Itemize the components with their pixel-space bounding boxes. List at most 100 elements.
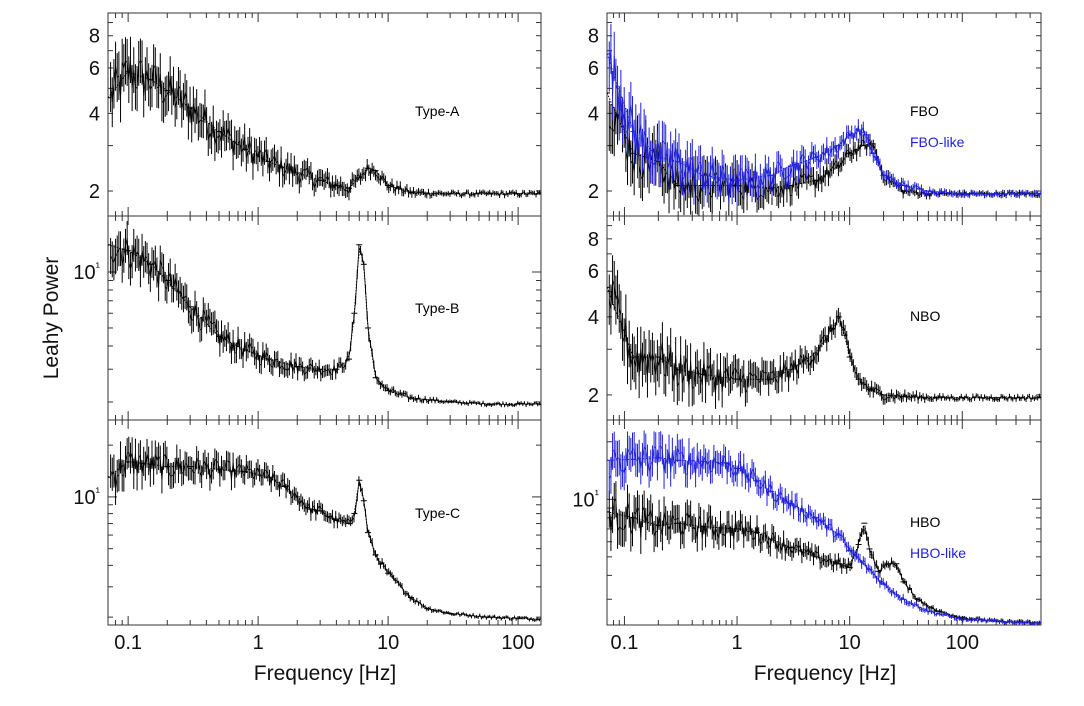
y-axis-label: Leahy Power [40, 257, 63, 380]
data-segment [371, 168, 375, 172]
data-segment [997, 193, 1000, 196]
x-tick-label: 0.1 [114, 632, 142, 654]
data-segment [317, 505, 320, 509]
data-segment [527, 192, 530, 195]
data-segment [806, 511, 809, 520]
data-segment [138, 254, 141, 272]
data-segment [237, 336, 241, 350]
data-segment [778, 191, 781, 198]
data-segment [406, 394, 409, 400]
series-nbo [607, 255, 1041, 409]
data-segment [204, 314, 208, 322]
data-segment [725, 522, 728, 537]
plot-frame [606, 419, 1042, 626]
data-segment [441, 611, 444, 614]
data-segment [1034, 622, 1037, 624]
data-segment [385, 180, 388, 186]
data-segment [866, 385, 869, 390]
data-segment [764, 186, 768, 191]
data-segment [670, 451, 673, 473]
data-segment [608, 509, 612, 533]
data-segment [466, 614, 469, 617]
data-segment [350, 326, 353, 347]
data-segment [350, 519, 353, 522]
data-segment [201, 309, 204, 329]
data-segment [899, 571, 902, 577]
data-segment [748, 477, 751, 483]
data-segment [769, 532, 773, 548]
data-segment [333, 182, 337, 190]
data-segment [846, 562, 849, 569]
data-segment [206, 314, 209, 322]
data-segment [710, 517, 713, 528]
data-segment [224, 135, 227, 137]
data-segment [693, 369, 697, 388]
data-segment [252, 150, 256, 167]
data-segment [642, 130, 645, 151]
data-segment [743, 373, 746, 394]
data-segment [131, 452, 135, 474]
data-segment [457, 191, 461, 196]
data-segment [1009, 395, 1012, 399]
data-segment [746, 472, 750, 483]
data-segment [931, 610, 934, 613]
data-segment [123, 461, 126, 476]
data-segment [686, 158, 690, 176]
data-segment [376, 557, 380, 562]
data-segment [766, 487, 770, 498]
data-segment [960, 191, 964, 196]
data-segment [380, 175, 383, 181]
data-segment [290, 359, 294, 372]
data-segment [804, 355, 808, 360]
data-segment [809, 175, 813, 178]
data-segment [613, 56, 617, 84]
data-segment [779, 491, 783, 496]
data-segment [456, 612, 459, 615]
data-segment [628, 343, 632, 368]
data-segment [501, 191, 504, 194]
data-segment [454, 613, 457, 615]
data-segment [153, 454, 156, 471]
data-segment [745, 526, 748, 532]
data-segment [149, 85, 153, 90]
data-segment [771, 532, 774, 535]
data-segment [474, 191, 477, 196]
data-segment [507, 404, 510, 406]
data-segment [861, 382, 864, 386]
data-segment [332, 364, 335, 375]
data-segment [423, 191, 426, 195]
data-segment [630, 449, 633, 456]
data-segment [962, 191, 965, 197]
data-segment [949, 396, 952, 400]
data-segment [608, 125, 612, 129]
data-segment [904, 581, 907, 584]
data-segment [323, 179, 327, 183]
data-segment [907, 184, 911, 190]
data-segment [154, 454, 158, 461]
data-segment [676, 151, 680, 162]
data-segment [731, 471, 735, 476]
data-segment [380, 561, 383, 566]
data-segment [227, 332, 231, 343]
data-segment [120, 248, 123, 266]
data-segment [952, 616, 955, 620]
data-segment [628, 133, 632, 164]
data-segment [726, 461, 730, 474]
series-fbo-like [607, 24, 1041, 207]
data-segment [851, 359, 854, 366]
data-segment [1009, 191, 1012, 196]
data-segment [710, 162, 713, 172]
data-segment [477, 191, 481, 195]
data-segment [857, 536, 861, 544]
data-segment [481, 191, 484, 194]
data-segment [630, 104, 633, 120]
data-segment [159, 459, 163, 480]
data-segment [632, 118, 635, 143]
data-segment [456, 401, 459, 404]
data-segment [173, 277, 176, 289]
data-segment [864, 143, 868, 151]
data-segment [778, 366, 781, 382]
data-segment [939, 395, 942, 399]
data-segment [721, 371, 725, 393]
